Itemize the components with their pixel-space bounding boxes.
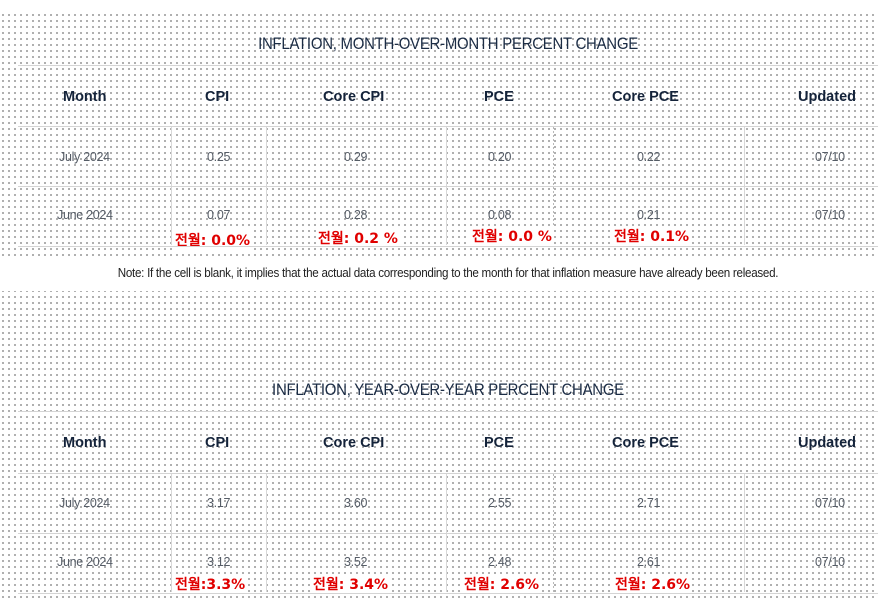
yoy-row1-pce: 2.55 xyxy=(488,496,512,510)
yoy-row2-cpi: 3.12 xyxy=(207,555,231,569)
yoy-row1-core-cpi: 3.60 xyxy=(344,496,368,510)
bg-band xyxy=(0,0,878,14)
yoy-header-month: Month xyxy=(63,435,107,451)
yoy-header-core-pce: Core PCE xyxy=(612,435,679,451)
mom-row1-pce: 0.20 xyxy=(488,150,512,164)
mom-header-cpi: CPI xyxy=(205,89,230,105)
note-band xyxy=(0,257,878,291)
mom-top-rule xyxy=(18,65,878,66)
yoy-header-core-cpi: Core CPI xyxy=(323,435,385,451)
mom-row1-core-cpi: 0.29 xyxy=(344,150,368,164)
yoy-row2-updated: 07/10 xyxy=(815,555,845,569)
mom-annotation-pce: 전월: 0.0 % xyxy=(470,226,554,246)
mom-title: INFLATION, MONTH-OVER-MONTH PERCENT CHAN… xyxy=(258,34,638,53)
yoy-row2-core-pce: 2.61 xyxy=(637,555,661,569)
yoy-annotation-core-pce: 전월: 2.6% xyxy=(613,574,693,594)
mom-row1-month: July 2024 xyxy=(59,150,110,164)
yoy-bottom-rule xyxy=(18,593,878,594)
yoy-row1-month: July 2024 xyxy=(59,496,110,510)
mom-row2-core-cpi: 0.28 xyxy=(344,208,368,222)
mom-header-core-pce: Core PCE xyxy=(612,89,679,105)
mom-header-pce: PCE xyxy=(484,89,514,105)
yoy-header-pce: PCE xyxy=(484,435,514,451)
yoy-row1-cpi: 3.17 xyxy=(207,496,231,510)
mom-bottom-rule xyxy=(18,246,878,247)
yoy-row2-month: June 2024 xyxy=(57,555,113,569)
table-note: Note: If the cell is blank, it implies t… xyxy=(117,266,779,280)
mom-row1-updated: 07/10 xyxy=(815,150,845,164)
yoy-header-updated: Updated xyxy=(798,435,856,451)
yoy-header-cpi: CPI xyxy=(205,435,230,451)
yoy-row2-core-cpi: 3.52 xyxy=(344,555,368,569)
mom-row2-cpi: 0.07 xyxy=(207,208,231,222)
mom-row2-updated: 07/10 xyxy=(815,208,845,222)
mom-row2-month: June 2024 xyxy=(57,208,113,222)
mom-header-rule xyxy=(18,126,878,127)
mom-row-rule xyxy=(18,186,878,187)
yoy-top-rule xyxy=(18,411,878,412)
mom-row2-pce: 0.08 xyxy=(488,208,512,222)
mom-annotation-core-cpi: 전월: 0.2 % xyxy=(316,228,400,248)
yoy-title: INFLATION, YEAR-OVER-YEAR PERCENT CHANGE xyxy=(272,380,624,399)
mom-header-updated: Updated xyxy=(798,89,856,105)
mom-row2-core-pce: 0.21 xyxy=(637,208,661,222)
yoy-annotation-pce: 전월: 2.6% xyxy=(462,574,542,594)
yoy-annotation-cpi: 전월:3.3% xyxy=(173,574,248,594)
yoy-row1-updated: 07/10 xyxy=(815,496,845,510)
mom-row1-core-pce: 0.22 xyxy=(637,150,661,164)
mom-annotation-core-pce: 전월: 0.1% xyxy=(612,226,692,246)
mom-row1-cpi: 0.25 xyxy=(207,150,231,164)
yoy-row2-pce: 2.48 xyxy=(488,555,512,569)
mom-header-core-cpi: Core CPI xyxy=(323,89,385,105)
yoy-row-rule xyxy=(18,533,878,534)
yoy-row1-core-pce: 2.71 xyxy=(637,496,661,510)
yoy-header-rule xyxy=(18,473,878,474)
yoy-annotation-core-cpi: 전월: 3.4% xyxy=(311,574,391,594)
mom-annotation-cpi: 전월: 0.0% xyxy=(173,230,253,250)
mom-header-month: Month xyxy=(63,89,107,105)
